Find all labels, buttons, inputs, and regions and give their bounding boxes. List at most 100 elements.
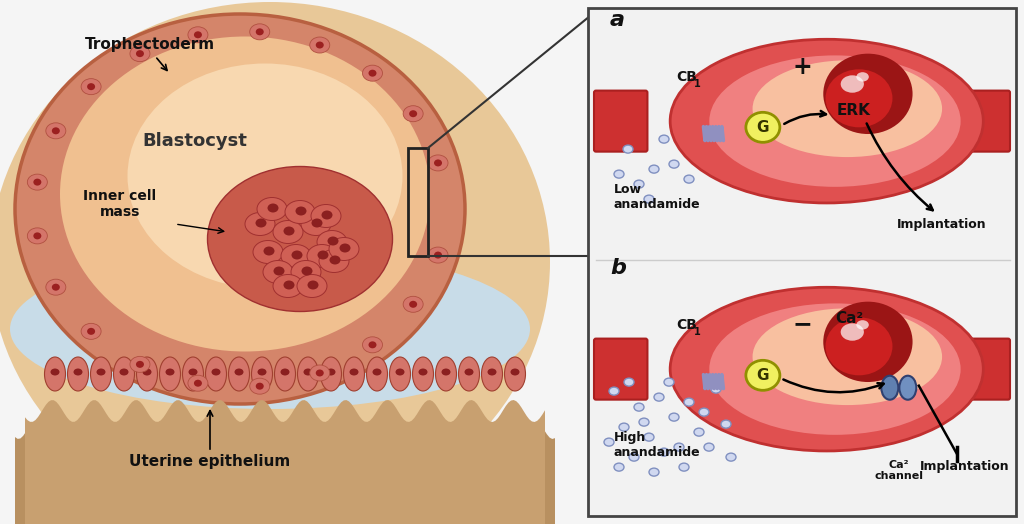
Ellipse shape [321,357,341,391]
Ellipse shape [309,365,330,381]
Ellipse shape [267,203,279,213]
Ellipse shape [194,31,202,38]
Ellipse shape [670,287,983,451]
Ellipse shape [301,213,331,235]
Ellipse shape [753,308,942,405]
Ellipse shape [296,206,306,215]
Ellipse shape [629,453,639,461]
Ellipse shape [307,245,337,267]
Ellipse shape [487,368,497,376]
Text: ERK: ERK [837,103,870,118]
Text: −: − [793,312,812,336]
Text: Implantation: Implantation [897,218,987,231]
Ellipse shape [315,41,324,49]
Ellipse shape [87,83,95,90]
Ellipse shape [52,127,59,134]
Ellipse shape [303,368,312,376]
Ellipse shape [50,368,59,376]
Ellipse shape [669,160,679,168]
Ellipse shape [373,368,382,376]
FancyBboxPatch shape [956,91,1010,151]
Text: Implantation: Implantation [920,460,1010,473]
Ellipse shape [659,448,669,456]
Text: Low
anandamide: Low anandamide [614,183,700,211]
Ellipse shape [322,211,333,220]
Ellipse shape [721,420,731,428]
Ellipse shape [343,357,365,391]
Ellipse shape [245,213,275,235]
Text: Inner cell
mass: Inner cell mass [83,189,157,219]
Ellipse shape [28,174,47,190]
Ellipse shape [319,249,349,272]
Ellipse shape [188,375,208,391]
Ellipse shape [160,357,180,391]
Ellipse shape [34,232,41,239]
Ellipse shape [340,244,350,253]
Ellipse shape [297,275,327,298]
Ellipse shape [362,337,383,353]
Ellipse shape [252,357,272,391]
Ellipse shape [841,75,864,93]
Ellipse shape [823,53,912,134]
Ellipse shape [182,357,204,391]
Text: Uterine epithelium: Uterine epithelium [129,454,291,469]
Ellipse shape [413,357,433,391]
Ellipse shape [614,463,624,471]
Ellipse shape [753,60,942,157]
Ellipse shape [899,376,916,400]
FancyBboxPatch shape [594,91,647,151]
Ellipse shape [679,463,689,471]
FancyBboxPatch shape [594,339,647,400]
Ellipse shape [256,28,264,35]
Ellipse shape [362,65,383,81]
Ellipse shape [284,226,295,235]
Ellipse shape [649,468,659,476]
Ellipse shape [291,260,321,283]
Ellipse shape [410,110,417,117]
Ellipse shape [136,357,158,391]
Ellipse shape [256,219,266,227]
Ellipse shape [434,252,442,258]
Ellipse shape [726,453,736,461]
Ellipse shape [711,385,721,393]
Ellipse shape [315,369,324,376]
Ellipse shape [281,368,290,376]
Ellipse shape [10,249,530,409]
Bar [408,148,428,256]
Ellipse shape [281,245,311,267]
Ellipse shape [307,280,318,289]
Ellipse shape [52,283,59,291]
Ellipse shape [856,320,868,330]
Ellipse shape [188,368,198,376]
Ellipse shape [257,368,266,376]
Ellipse shape [369,70,377,77]
Ellipse shape [263,260,293,283]
Ellipse shape [96,368,105,376]
Text: Ca²
channel: Ca² channel [874,460,924,482]
Ellipse shape [465,368,473,376]
Ellipse shape [311,204,341,227]
Ellipse shape [81,323,101,340]
Ellipse shape [273,221,303,244]
Ellipse shape [74,368,83,376]
Ellipse shape [856,72,868,82]
Ellipse shape [410,301,417,308]
Ellipse shape [253,241,283,264]
Ellipse shape [369,341,377,348]
Ellipse shape [298,357,318,391]
Ellipse shape [505,357,525,391]
Ellipse shape [329,237,359,260]
Ellipse shape [46,279,66,295]
Ellipse shape [367,357,387,391]
Ellipse shape [257,198,287,221]
Ellipse shape [142,368,152,376]
Ellipse shape [330,256,341,265]
Ellipse shape [664,378,674,386]
Ellipse shape [327,368,336,376]
Ellipse shape [128,63,402,289]
Text: Ca²: Ca² [836,311,863,326]
Ellipse shape [309,37,330,53]
Ellipse shape [395,368,404,376]
Ellipse shape [882,376,898,400]
Ellipse shape [614,170,624,178]
